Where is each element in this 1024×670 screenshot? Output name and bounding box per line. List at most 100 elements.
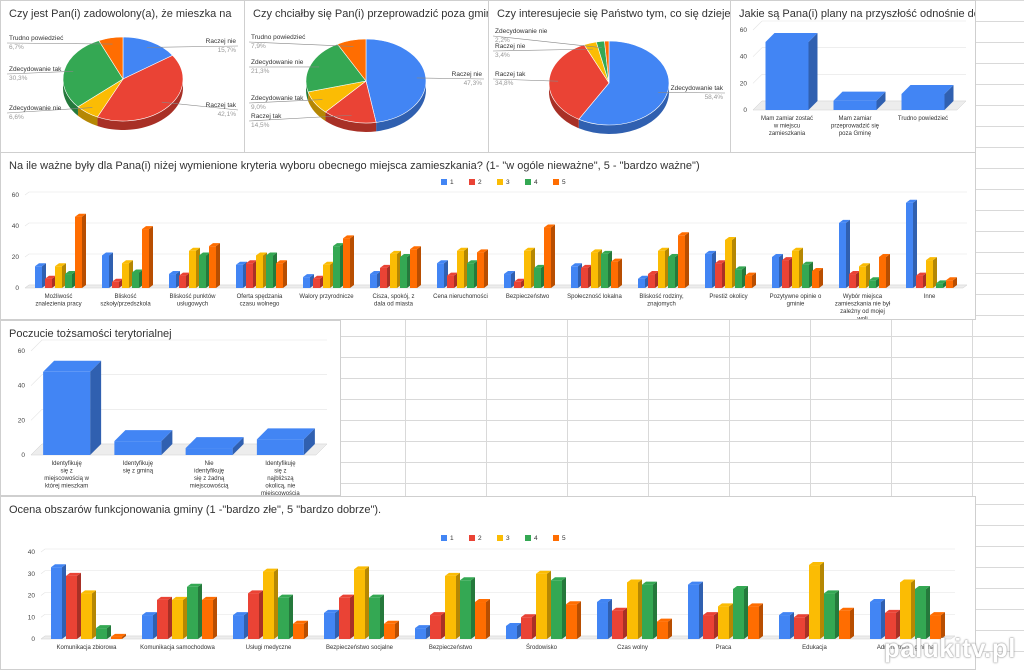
bar-side [283,260,287,288]
legend-swatch [525,179,531,185]
bar-top [380,264,391,268]
bar-side [77,572,81,639]
bar-front [812,270,819,288]
x-tick-label: Inne [924,294,936,300]
bar-front [66,575,77,639]
bar-top [733,585,748,589]
x-tick-label: Komunikacja zbiorowa [56,645,117,651]
pie-chart-interest[interactable]: Czy interesujecie się Państwo tym, co si… [488,0,731,153]
bar-chart-municipality-rating[interactable]: Ocena obszarów funkcjonowania gminy (1 -… [0,496,976,670]
bar-side [790,612,794,639]
bar [809,562,824,639]
bar-top [343,235,354,239]
bar-front [906,202,913,288]
pie-slice-label: Zdecydowanie nie [251,59,304,66]
bar-front [323,264,330,288]
pie-slice-label: Zdecydowanie tak [9,66,62,73]
bar-side [886,254,890,288]
x-tick-label: Praca [716,645,732,651]
bar [678,232,689,288]
chart-title: Czy jest Pan(i) zadowolony(a), że mieszk… [9,8,232,20]
bar-top [189,247,200,251]
bar-side [107,625,111,639]
bar-side [198,583,202,639]
bar-top [809,562,824,566]
bar-front [114,441,162,455]
x-tick-label: Usługi medyczne [246,645,292,651]
legend-label: 3 [506,535,510,542]
bar-top [612,607,627,611]
pie-leader-line [248,114,352,122]
bar-front [916,275,923,288]
y-tick-label: 0 [31,636,35,643]
bar-top [172,596,187,600]
bar [81,590,96,639]
bar-side [744,585,748,639]
bar [504,271,515,288]
bar-side [183,596,187,639]
bar-top [802,261,813,265]
bar-side [350,594,354,639]
pie-chart-satisfaction[interactable]: Czy jest Pan(i) zadowolony(a), że mieszk… [0,0,245,153]
bar-side [752,272,756,288]
bar [733,585,748,639]
bar-front [802,264,809,288]
bar [475,599,490,639]
bar-top [276,260,287,264]
bar [745,272,756,288]
pie-chart-move-out[interactable]: Czy chciałby się Pan(i) przeprowadzić po… [244,0,489,153]
bar-top [601,250,612,254]
bar-top [668,254,679,257]
bar-front [794,617,805,639]
bar-front [400,257,407,288]
bar-front [879,257,886,288]
x-tick-label: Oferta spędzania czasu wolnego [237,294,283,308]
bar-front [111,636,122,639]
bar-front [611,261,618,288]
bar-top [718,603,733,607]
x-tick-label: Bezpieczeństwo [429,645,473,651]
gridline [752,47,763,57]
bar-chart-future-plans[interactable]: Jakie są Pana(i) plany na przyszłość odn… [730,0,976,153]
bar [812,267,823,288]
bar-top [765,33,818,42]
bar [597,599,612,639]
legend: 1 2 3 4 5 [441,535,566,542]
bar-top [55,263,66,267]
x-tick-label: Możliwość znalezienia pracy [35,294,81,308]
y-tick-label: 0 [21,452,25,459]
bar [601,250,612,288]
bar [581,264,592,288]
bar-front [772,257,779,288]
bar-top [870,599,885,603]
chart-title: Czy interesujecie się Państwo tym, co si… [497,8,731,20]
y-tick-label: 60 [12,192,20,199]
y-tick-label: 40 [18,383,26,390]
bar [460,577,475,639]
bar-top [248,590,263,594]
bar [313,275,324,288]
bar [457,247,468,288]
legend-swatch [469,179,475,185]
pie-slice-percent: 42,1% [218,111,237,118]
legend-swatch [441,179,447,185]
pie-leader-line [161,101,239,111]
bar [792,247,803,288]
bar-side [805,614,809,639]
bar-top [524,247,535,251]
bar-side [213,596,217,639]
bar-top [551,577,566,581]
bar-top [460,577,475,581]
pie-slice [324,80,377,124]
bar-side [876,91,886,110]
bar [930,612,945,639]
bar-front [824,593,835,639]
bar [638,275,649,288]
bar-side [881,599,885,639]
gridline [40,548,46,553]
bar-chart-territorial-identity[interactable]: Poczucie tożsamości terytorialnej 0 20 40 6… [0,320,341,496]
bar-top [506,622,521,626]
bar-top [597,599,612,603]
bar-side [577,601,581,639]
bar-chart-residence-criteria[interactable]: Na ile ważne były dla Pana(i) niżej wymi… [0,152,976,320]
